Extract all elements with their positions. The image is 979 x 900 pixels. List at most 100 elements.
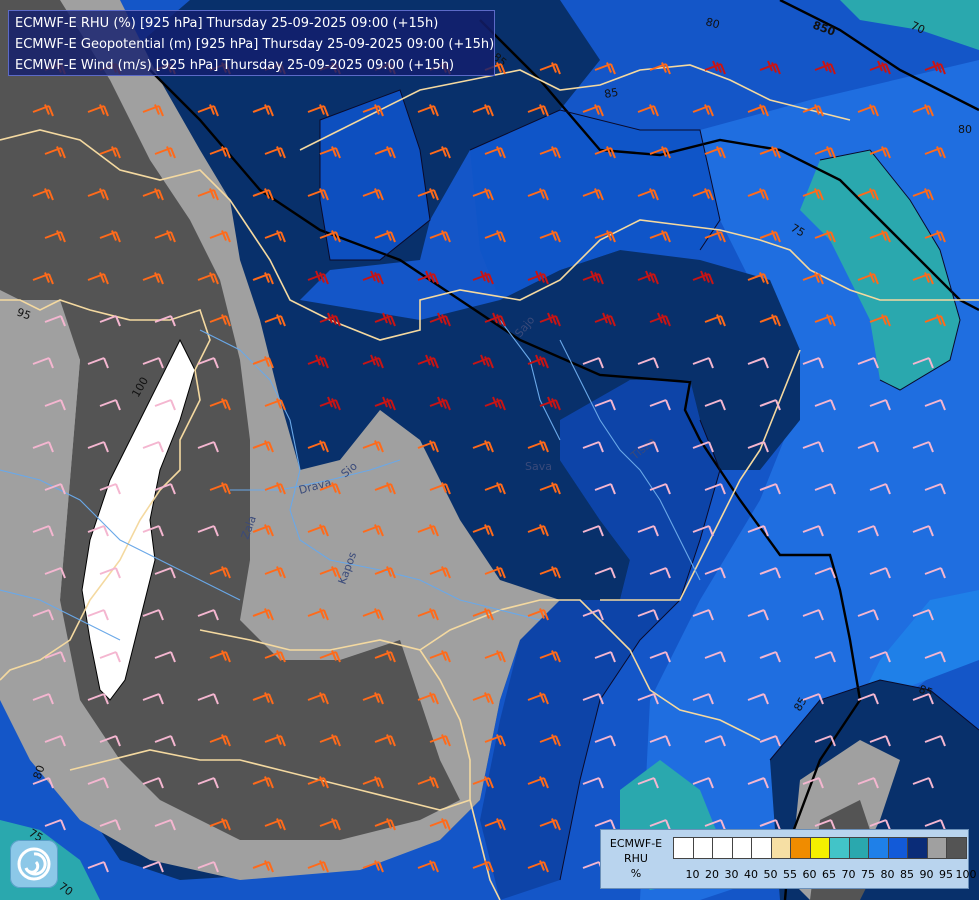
wind-barb (429, 650, 451, 663)
wind-barb (319, 312, 341, 327)
wind-barb (252, 692, 274, 705)
legend-swatch (868, 837, 889, 859)
wind-barb (814, 483, 836, 495)
wind-barb (857, 441, 879, 453)
wind-barb (637, 525, 659, 537)
wind-barb (857, 104, 879, 117)
wind-barb (99, 399, 121, 411)
wind-barb (417, 104, 439, 117)
wind-barb (87, 441, 109, 453)
wind-barb (307, 692, 329, 705)
wind-barb (692, 777, 714, 789)
wind-barb (527, 860, 549, 873)
wind-barb (704, 146, 726, 159)
wind-barb (472, 608, 494, 621)
wind-barb (209, 818, 231, 831)
wind-barb (637, 188, 659, 201)
legend-swatch (751, 837, 772, 859)
wind-barb (692, 441, 714, 453)
wind-barb (924, 819, 946, 831)
wind-barb (484, 734, 506, 747)
wind-barb (814, 230, 836, 243)
wind-barb (869, 819, 891, 831)
wind-barb (814, 146, 836, 159)
wind-barb (924, 483, 946, 495)
wind-barb (759, 230, 781, 243)
wind-barb (747, 441, 769, 453)
wind-barb (197, 104, 219, 117)
wind-barb (912, 272, 934, 285)
wind-barb (252, 860, 274, 873)
wind-barb (582, 777, 604, 789)
wind-barb (692, 693, 714, 705)
wind-barb (32, 188, 54, 201)
wind-barb (417, 188, 439, 201)
wind-barb (264, 650, 286, 663)
legend-tick: 85 (900, 868, 914, 881)
wind-barb (484, 230, 506, 243)
wind-barb (307, 188, 329, 201)
wind-barb (924, 735, 946, 747)
wind-barb (582, 693, 604, 705)
legend-tick: 100 (955, 868, 977, 881)
wind-barb (87, 609, 109, 621)
wind-barb (319, 818, 341, 831)
wind-barb (319, 482, 341, 495)
wind-barb (649, 483, 671, 495)
wind-barb (857, 609, 879, 621)
wind-barb (814, 314, 836, 327)
wind-barb (692, 188, 714, 201)
wind-barb (87, 188, 109, 201)
wind-barb (692, 270, 714, 285)
rh-zone-80-north (320, 90, 430, 260)
wind-barb (759, 567, 781, 579)
rh-contours (319, 89, 979, 881)
wind-barb (759, 146, 781, 159)
wind-barb (814, 567, 836, 579)
contour-label: 75 (789, 221, 808, 239)
wind-barb (209, 314, 231, 327)
legend-tick: 70 (841, 868, 856, 881)
contour-label: 70 (909, 19, 927, 37)
wind-barb (539, 482, 561, 495)
wind-barb (154, 483, 176, 495)
wind-barb (527, 776, 549, 789)
wind-barb (264, 818, 286, 831)
wind-barb (209, 398, 231, 411)
wind-barb (307, 860, 329, 873)
wind-barb (869, 483, 891, 495)
wind-barb (307, 440, 329, 453)
river-label: Sava (525, 460, 552, 473)
wind-barb (307, 270, 329, 285)
wind-barb (704, 567, 726, 579)
wind-barb (527, 188, 549, 201)
wind-barb (582, 441, 604, 453)
wind-barb (374, 650, 396, 663)
rh-zone-90-inner (0, 300, 80, 640)
wind-barb (154, 651, 176, 663)
wind-barb (527, 104, 549, 117)
wind-barb (472, 776, 494, 789)
wind-barb (924, 314, 946, 327)
wind-barb (582, 525, 604, 537)
wind-barb (857, 693, 879, 705)
wind-barb (759, 60, 781, 75)
wind-barb (802, 188, 824, 201)
wind-barb (594, 483, 616, 495)
wind-barb (197, 693, 219, 705)
wind-barb (802, 777, 824, 789)
wind-barb (912, 693, 934, 705)
wind-barb (362, 440, 384, 453)
wind-barb (802, 357, 824, 369)
rivers (0, 319, 701, 641)
wind-barb (759, 399, 781, 411)
wind-barb (307, 776, 329, 789)
wind-barb (44, 651, 66, 663)
wind-barb (527, 524, 549, 537)
wind-barb (307, 354, 329, 369)
wind-barb (87, 525, 109, 537)
swirl-icon (17, 847, 51, 881)
wind-barb (44, 735, 66, 747)
wind-barb (747, 357, 769, 369)
legend-title: ECMWF-E RHU % (605, 836, 667, 881)
